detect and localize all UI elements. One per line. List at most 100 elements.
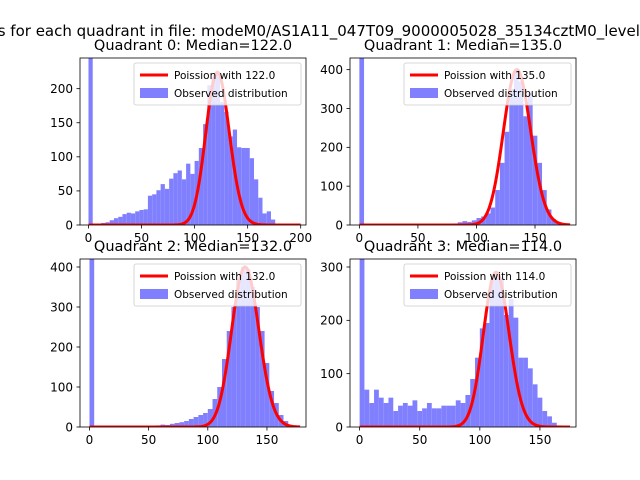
x-tick-label: 150	[255, 433, 278, 447]
histogram-bar	[250, 287, 256, 427]
histogram-bar	[508, 299, 514, 427]
subplot-quadrant-2: 0 50 100 150 0 100 200 300 400 Quadrant 2: Median…	[50, 239, 307, 447]
histogram-bar	[118, 216, 123, 225]
histogram-bar	[203, 124, 208, 225]
y-tick-label: 300	[320, 260, 343, 274]
subplot-quadrant-0: 0 50 100 150 200 0 50 100 150 200 Quadrant 0: Medi…	[50, 38, 312, 245]
y-tick-label: 100	[320, 367, 343, 381]
legend-label-poisson: Poission with 132.0	[174, 271, 275, 283]
x-tick-label: 150	[528, 433, 551, 447]
x-tick-label: 50	[141, 433, 156, 447]
histogram-bar	[207, 85, 212, 225]
histogram-bar	[169, 178, 174, 225]
histogram-bar	[503, 315, 509, 427]
histogram-bar	[436, 408, 442, 427]
histogram-bar	[441, 405, 447, 427]
histogram-bar	[264, 363, 270, 427]
histogram-bar	[198, 147, 204, 225]
histogram-bar	[465, 395, 471, 427]
subplot-title: Quadrant 1: Median=135.0	[364, 38, 562, 54]
subplot-quadrant-1: 0 50 100 150 0 100 200 300 400 Quadrant 1: Median…	[320, 38, 577, 245]
y-tick-label: 400	[320, 63, 343, 77]
y-tick-label: 100	[50, 380, 73, 394]
x-tick-label: 50	[410, 231, 425, 245]
histogram-bar	[236, 279, 241, 427]
histogram-bar	[169, 423, 175, 427]
x-tick-label: 50	[134, 231, 149, 245]
legend-label-poisson: Poission with 122.0	[174, 70, 275, 82]
histogram-bar	[388, 397, 394, 427]
histogram-bar	[378, 397, 384, 427]
histogram-bar	[245, 147, 250, 225]
histogram-bar	[177, 170, 182, 225]
histogram-bar	[532, 384, 538, 427]
legend-bar-swatch	[410, 289, 438, 299]
histogram-bar	[224, 111, 229, 225]
histogram-bar	[504, 131, 510, 225]
histogram-bar	[240, 267, 246, 427]
histogram-bar	[269, 391, 275, 427]
histogram-bar	[495, 190, 500, 225]
histogram-bar	[181, 179, 187, 225]
histogram-bar	[546, 209, 552, 225]
histogram-bar	[198, 415, 204, 427]
x-tick-label: 100	[465, 231, 488, 245]
legend: Poission with 122.0 Observed distribution	[133, 62, 302, 106]
histogram-bar	[374, 389, 379, 427]
x-tick-label: 100	[183, 231, 206, 245]
subplot-title: Quadrant 3: Median=114.0	[364, 239, 562, 255]
y-tick-label: 200	[320, 314, 343, 328]
histogram-bar	[542, 190, 547, 225]
histogram-bar	[527, 92, 533, 225]
histogram-bar	[203, 413, 208, 427]
histogram-bar	[255, 307, 260, 427]
x-tick-label: 0	[356, 231, 364, 245]
histogram-bar	[523, 357, 528, 427]
legend: Poission with 135.0 Observed distribution	[403, 62, 572, 106]
subplot-quadrant-3: 0 50 100 150 0 100 200 300 Quadrant 3: Median=11…	[320, 239, 577, 447]
y-tick-label: 0	[65, 420, 73, 434]
legend: Poission with 114.0 Observed distribution	[403, 263, 572, 307]
histogram-bar	[245, 269, 251, 427]
histogram-bar	[113, 218, 119, 225]
histogram-bar	[179, 422, 185, 427]
histogram-bar	[147, 195, 153, 225]
x-tick-label: 150	[236, 231, 259, 245]
histogram-bar	[471, 220, 477, 225]
histogram-bar	[241, 147, 246, 225]
histogram-bar	[364, 389, 370, 427]
y-tick-label: 150	[50, 116, 73, 130]
y-tick-label: 200	[50, 340, 73, 354]
histogram-bar	[270, 219, 276, 225]
histogram-bar	[479, 328, 485, 427]
histogram-bar	[485, 213, 491, 225]
histogram-bar	[426, 403, 432, 427]
histogram-bar	[156, 190, 161, 225]
histogram-bar	[523, 116, 528, 225]
histogram-bar	[215, 72, 221, 225]
histogram-bar	[186, 163, 191, 225]
y-tick-label: 300	[50, 300, 73, 314]
histogram-bar	[446, 405, 451, 427]
y-tick-label: 300	[320, 102, 343, 116]
histogram-bar	[407, 405, 413, 427]
histogram-bar	[398, 405, 403, 427]
histogram-bar	[383, 403, 389, 427]
axes-frame	[349, 57, 577, 226]
histogram-bar	[537, 162, 543, 225]
histogram-bar	[412, 400, 418, 427]
histogram-bar	[188, 419, 194, 427]
histogram-bar	[551, 219, 557, 225]
x-tick-label: 50	[412, 433, 427, 447]
histogram-bar	[249, 158, 255, 225]
histogram-bar	[527, 368, 533, 427]
histogram-bar	[455, 400, 461, 427]
histogram-bar	[135, 211, 140, 225]
histogram-bar	[462, 221, 468, 225]
histogram-bar	[499, 277, 504, 427]
histogram-bar	[431, 408, 437, 427]
x-tick-label: 100	[196, 433, 219, 447]
histogram-bar	[190, 173, 195, 225]
histogram-bar	[174, 423, 180, 427]
histogram-bar	[402, 403, 408, 427]
